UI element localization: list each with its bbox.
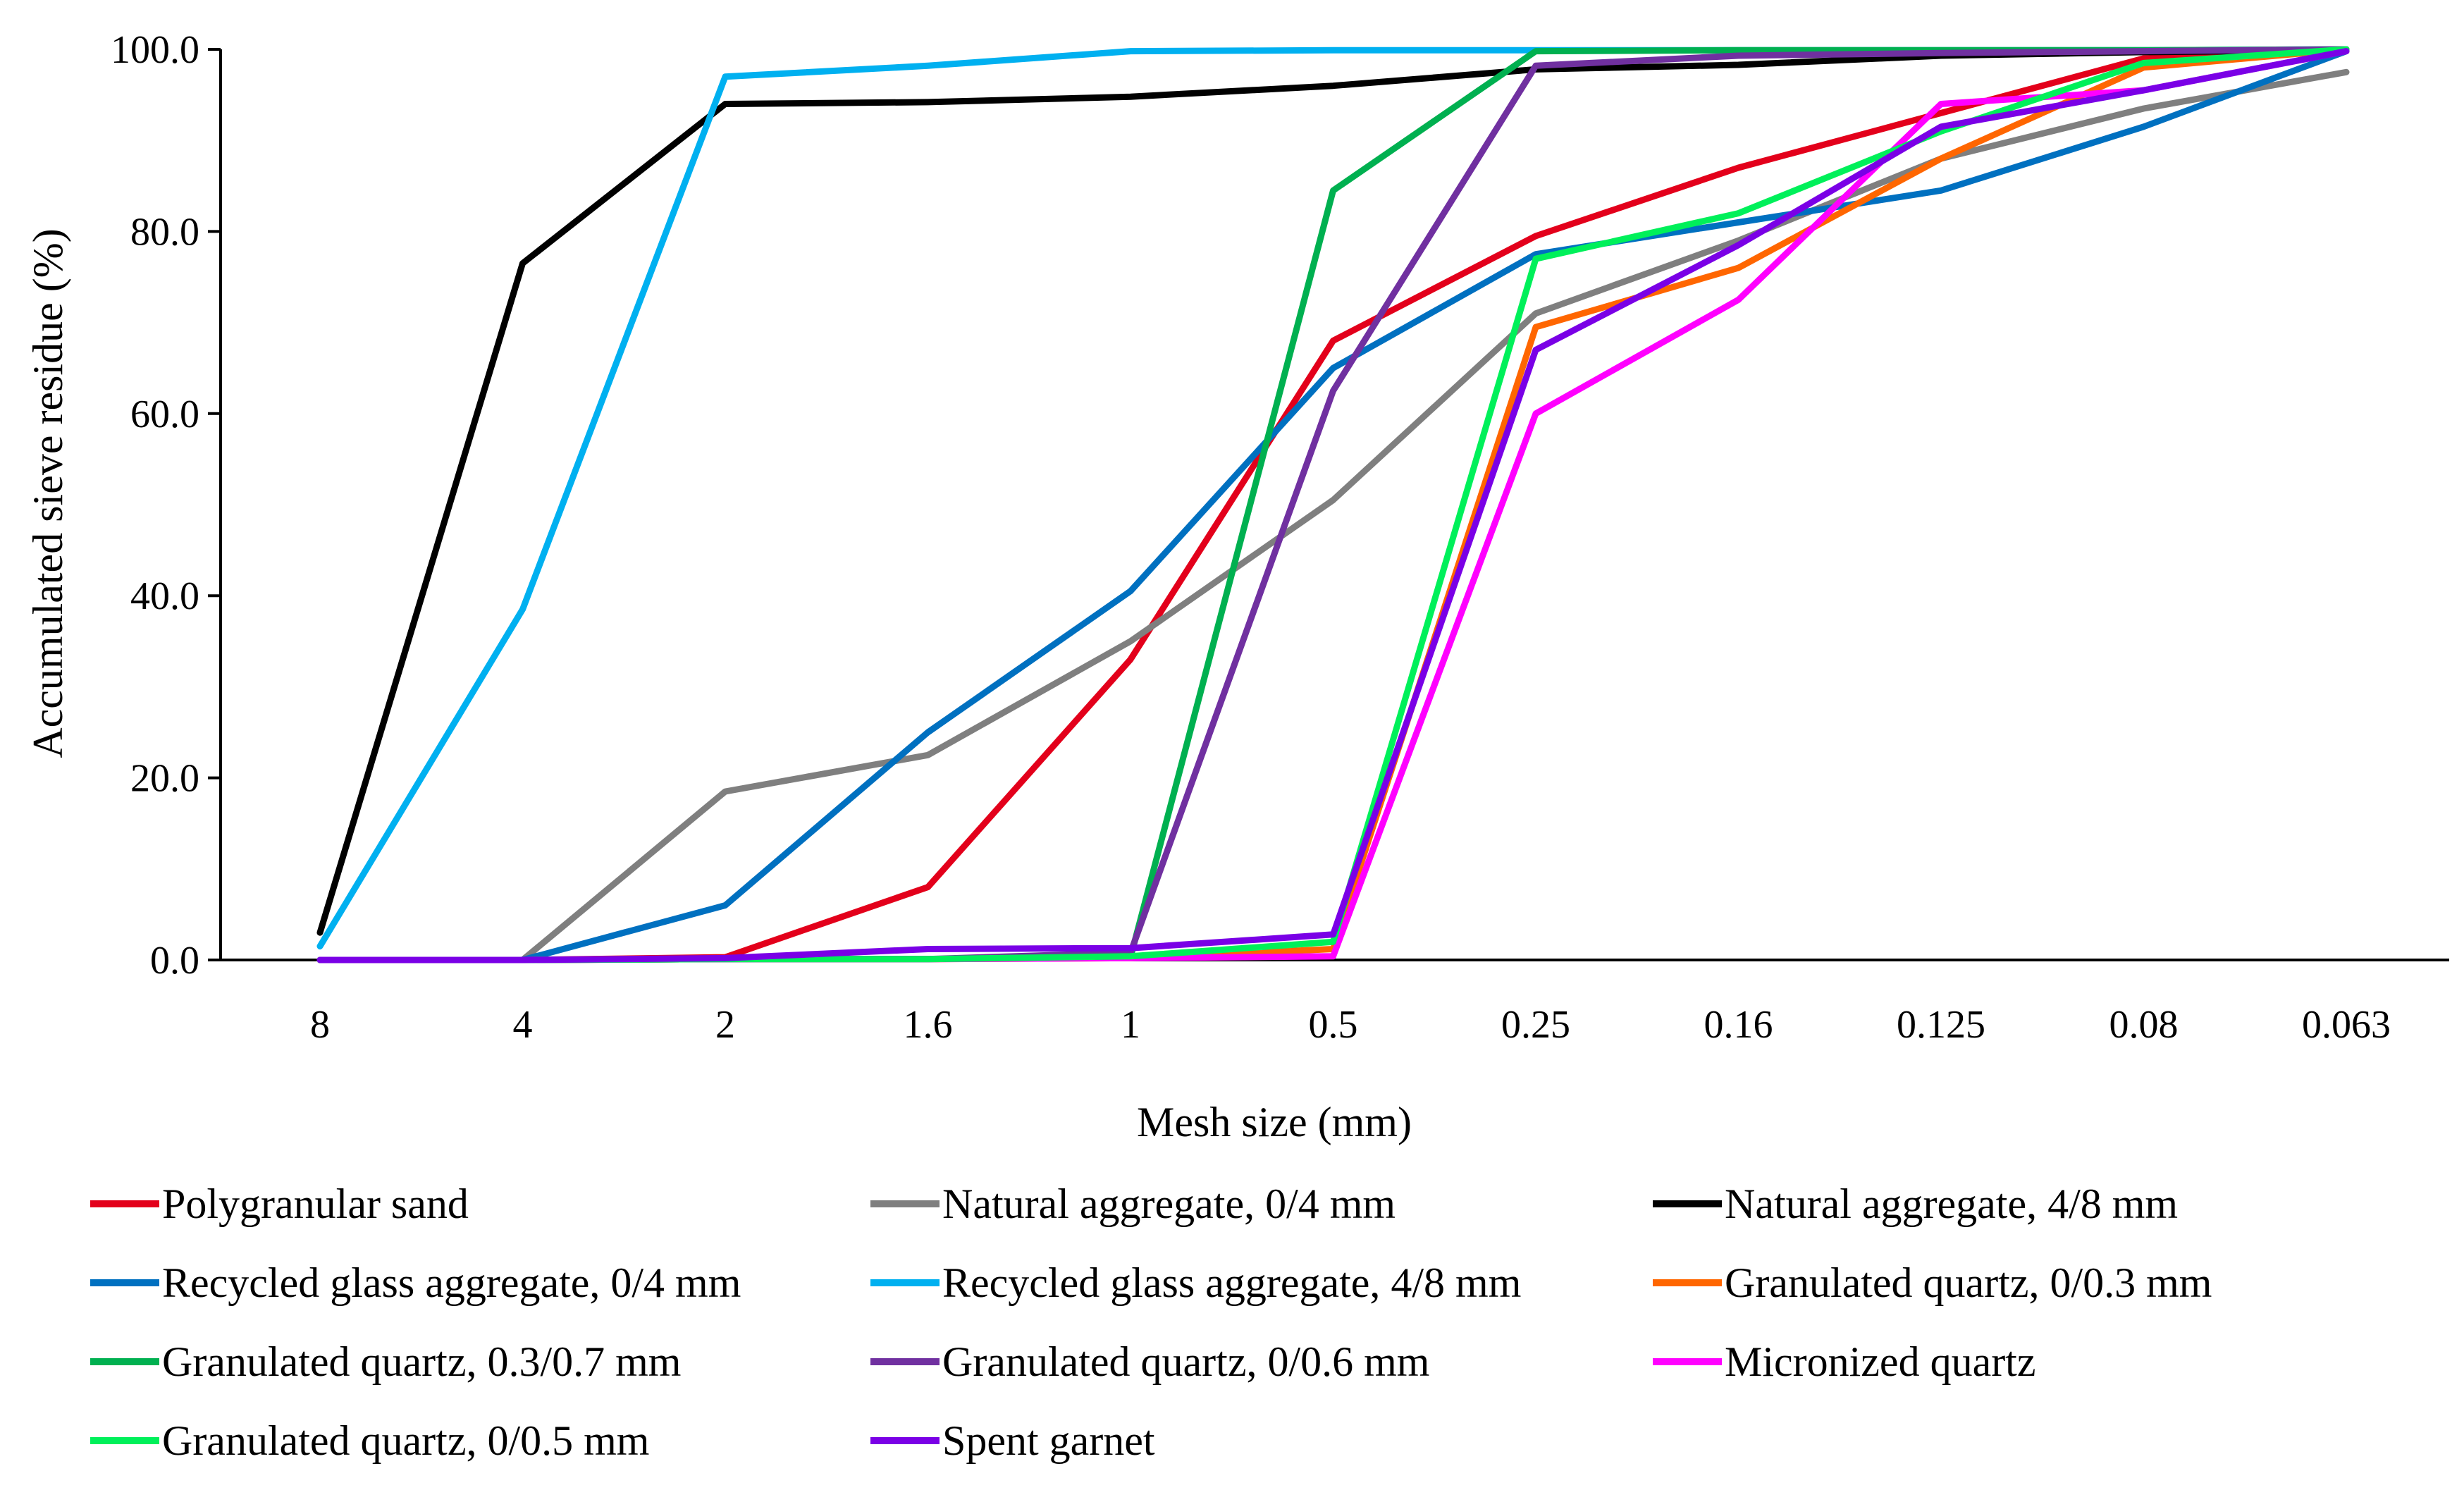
legend-label-2: Natural aggregate, 0/4 mm xyxy=(942,1181,1396,1227)
legend-label-4: Recycled glass aggregate, 0/4 mm xyxy=(162,1260,741,1306)
x-tick-label: 8 xyxy=(310,1003,330,1047)
series-lines xyxy=(316,46,2350,963)
x-tick-label: 0.25 xyxy=(1501,1003,1570,1047)
series-line-4 xyxy=(316,48,2350,963)
series-line-11 xyxy=(316,48,2350,963)
x-axis-ticks: 8 4 2 1.6 1 0.5 0.25 0.16 0.125 0.08 0.063 xyxy=(310,1003,2391,1047)
y-axis-title: Accumulated sieve residue (%) xyxy=(25,228,71,758)
x-tick-label: 4 xyxy=(513,1003,533,1047)
x-tick-label: 1 xyxy=(1121,1003,1140,1047)
legend-label-7: Granulated quartz, 0.3/0.7 mm xyxy=(162,1338,681,1385)
legend-label-1: Polygranular sand xyxy=(162,1181,469,1227)
legend-label-11: Spent garnet xyxy=(942,1417,1155,1464)
x-tick-label: 0.063 xyxy=(2302,1003,2391,1047)
x-tick-label: 0.08 xyxy=(2109,1003,2179,1047)
x-axis-title: Mesh size (mm) xyxy=(1137,1099,1412,1145)
y-axis-ticks: 0.0 20.0 40.0 60.0 80.0 100.0 xyxy=(111,28,221,983)
series-line-2 xyxy=(316,68,2350,963)
x-tick-label: 2 xyxy=(715,1003,735,1047)
legend-label-3: Natural aggregate, 4/8 mm xyxy=(1725,1181,2178,1227)
legend-label-9: Micronized quartz xyxy=(1725,1338,2035,1385)
series-line-3 xyxy=(316,47,2350,936)
y-tick-label: 100.0 xyxy=(111,28,199,72)
y-tick-label: 0.0 xyxy=(150,939,199,983)
legend-label-5: Recycled glass aggregate, 4/8 mm xyxy=(942,1260,1521,1306)
x-tick-label: 0.16 xyxy=(1704,1003,1773,1047)
y-tick-label: 60.0 xyxy=(130,393,199,436)
y-tick-label: 40.0 xyxy=(130,574,199,618)
x-tick-label: 0.125 xyxy=(1897,1003,1985,1047)
y-tick-label: 80.0 xyxy=(130,210,199,254)
legend: Polygranular sand Natural aggregate, 0/4 … xyxy=(90,1181,2212,1464)
x-tick-label: 1.6 xyxy=(904,1003,953,1047)
legend-label-8: Granulated quartz, 0/0.6 mm xyxy=(942,1338,1429,1385)
legend-label-6: Granulated quartz, 0/0.3 mm xyxy=(1725,1260,2212,1306)
x-tick-label: 0.5 xyxy=(1309,1003,1358,1047)
legend-label-10: Granulated quartz, 0/0.5 mm xyxy=(162,1417,649,1464)
y-tick-label: 20.0 xyxy=(130,757,199,801)
